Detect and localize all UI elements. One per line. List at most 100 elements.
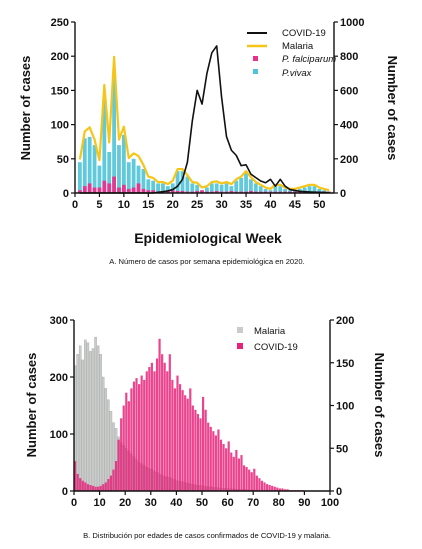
covid-age-bar bbox=[227, 441, 230, 491]
vivax-bar bbox=[117, 145, 121, 193]
vivax-bar bbox=[307, 186, 312, 193]
vivax-bar bbox=[185, 176, 190, 193]
chart-a-caption: A. Número de casos por semana epidemioló… bbox=[109, 257, 304, 266]
y-right-tick-label: 0 bbox=[340, 188, 346, 200]
vivax-bar bbox=[229, 186, 234, 193]
falciparum-bar bbox=[107, 183, 112, 193]
x-tick-label: 35 bbox=[240, 199, 252, 211]
y-right-tick-label: 200 bbox=[340, 154, 358, 166]
chart-b-right-y-label: Number of cases bbox=[372, 353, 387, 458]
covid-age-bar bbox=[173, 388, 177, 491]
vivax-bar bbox=[77, 162, 82, 193]
covid-age-bar bbox=[189, 388, 192, 491]
covid-age-bar bbox=[168, 354, 171, 491]
covid-age-bar bbox=[207, 422, 210, 491]
covid-age-bar bbox=[268, 485, 271, 491]
vivax-bar bbox=[141, 169, 146, 193]
falciparum-bar bbox=[200, 190, 204, 193]
covid-age-bar bbox=[153, 371, 156, 491]
covid-age-bar bbox=[79, 478, 82, 491]
y-tick-label: 200 bbox=[50, 372, 68, 384]
falciparum-bar bbox=[102, 180, 107, 193]
covid-age-bar bbox=[122, 405, 125, 491]
vivax-bar bbox=[214, 183, 219, 193]
covid-age-bar bbox=[260, 480, 264, 491]
vivax-bar bbox=[224, 183, 229, 193]
vivax-bar bbox=[190, 183, 195, 193]
falciparum-bar bbox=[165, 190, 170, 193]
covid-age-bar bbox=[199, 418, 202, 491]
covid-age-bar bbox=[230, 452, 233, 491]
y-tick-label: 100 bbox=[50, 429, 68, 441]
covid-age-bar bbox=[235, 449, 238, 491]
covid-age-bar bbox=[214, 435, 217, 491]
legend-malaria-label: Malaria bbox=[282, 41, 314, 52]
covid-age-bar bbox=[94, 486, 97, 491]
x-tick-label: 40 bbox=[264, 199, 276, 211]
malaria-age-bar bbox=[78, 345, 82, 492]
malaria-age-bar bbox=[86, 342, 90, 492]
vivax-bar bbox=[107, 151, 112, 193]
vivax-bar bbox=[312, 186, 317, 193]
covid-age-bar bbox=[222, 443, 225, 491]
covid-age-bar bbox=[171, 379, 174, 491]
x-tick-label: 30 bbox=[215, 199, 227, 211]
x-tick-label: 0 bbox=[71, 497, 77, 509]
x-tick-label: 25 bbox=[191, 199, 203, 211]
covid-age-bar bbox=[181, 390, 184, 491]
covid-age-bar bbox=[117, 439, 120, 491]
vivax-bar bbox=[283, 188, 288, 193]
covid-age-bar bbox=[283, 489, 287, 491]
y-right-tick-label: 50 bbox=[336, 443, 348, 455]
covid-age-bar bbox=[209, 426, 212, 491]
legend-covid-label: COVID-19 bbox=[282, 28, 326, 39]
covid-age-bar bbox=[248, 469, 251, 491]
covid-age-bar bbox=[178, 384, 182, 491]
falciparum-bar bbox=[175, 190, 180, 193]
vivax-bar bbox=[244, 172, 248, 193]
covid-age-bar bbox=[127, 401, 130, 491]
falciparum-bar bbox=[126, 188, 131, 193]
legend-covid-b-swatch bbox=[237, 343, 243, 349]
malaria-age-bar bbox=[94, 336, 97, 492]
covid-age-bar bbox=[138, 384, 141, 491]
y-right-tick-label: 100 bbox=[336, 401, 354, 413]
chart-a-axes: 0 50 100 150 200 250 0 200 400 600 800 1000 0 5 10 15 20… bbox=[51, 17, 365, 211]
vivax-bar bbox=[234, 180, 239, 193]
covid-age-bar bbox=[143, 379, 146, 491]
covid-age-bar bbox=[202, 396, 205, 491]
falciparum-bar bbox=[146, 190, 151, 193]
covid-age-bar bbox=[186, 398, 189, 491]
covid-age-bar bbox=[76, 473, 79, 491]
covid-age-bar bbox=[273, 486, 276, 491]
y-tick-label: 0 bbox=[62, 486, 68, 498]
x-tick-label: 50 bbox=[313, 199, 325, 211]
covid-age-bar bbox=[263, 482, 266, 491]
covid-age-bar bbox=[148, 367, 151, 491]
legend-falciparum-label: P. falciparum bbox=[282, 54, 336, 65]
vivax-bar bbox=[195, 184, 200, 193]
covid-age-bar bbox=[112, 469, 115, 491]
covid-age-bar bbox=[99, 485, 102, 491]
falciparum-bar bbox=[151, 190, 156, 193]
x-tick-label: 20 bbox=[167, 199, 179, 211]
malaria-age-bar bbox=[81, 359, 85, 492]
covid-age-bar bbox=[286, 489, 289, 491]
covid-age-bar bbox=[74, 461, 77, 491]
covid-age-bar bbox=[271, 485, 274, 491]
vivax-bar bbox=[170, 183, 175, 193]
falciparum-bar bbox=[195, 190, 200, 193]
x-tick-label: 100 bbox=[321, 497, 339, 509]
falciparum-bar bbox=[229, 190, 234, 193]
y-tick-label: 250 bbox=[51, 17, 69, 29]
falciparum-bar bbox=[180, 190, 185, 193]
covid-age-bar bbox=[97, 486, 100, 491]
y-tick-label: 150 bbox=[51, 85, 69, 97]
covid-age-bar bbox=[253, 468, 256, 491]
covid-age-bar bbox=[232, 456, 235, 491]
vivax-bar bbox=[165, 186, 170, 193]
covid-age-bar bbox=[158, 338, 161, 491]
covid-age-bar bbox=[196, 414, 200, 491]
falciparum-bar bbox=[214, 190, 219, 193]
vivax-bar bbox=[121, 134, 126, 193]
